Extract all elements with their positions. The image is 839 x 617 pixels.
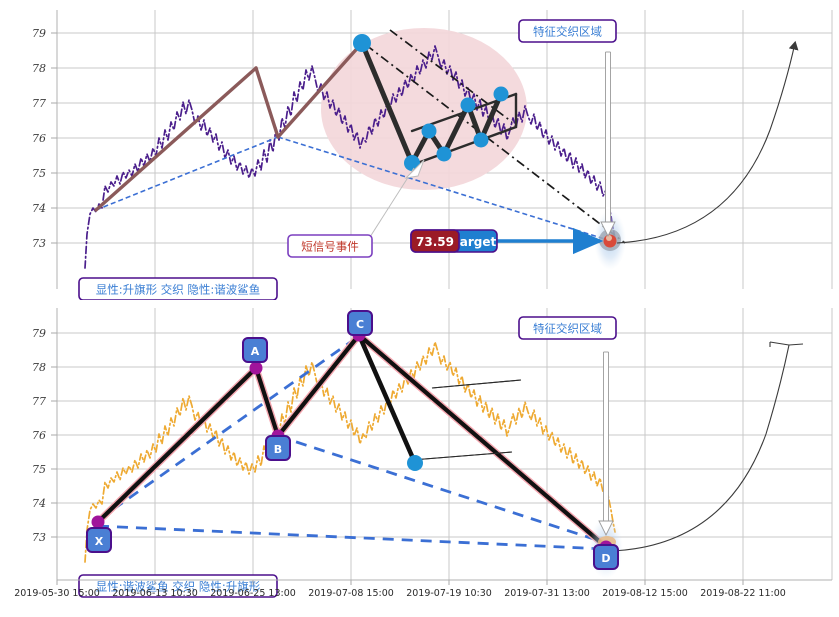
- top-region-label: 特征交织区域: [518, 19, 617, 43]
- top-event-leader: [369, 159, 425, 238]
- point-label-A-text: A: [251, 345, 260, 358]
- point-label-B: B: [265, 435, 291, 461]
- bottom-region-label-text: 特征交织区域: [533, 322, 602, 336]
- flag-node-2: [421, 123, 437, 139]
- bottom-ytick-78: 78: [32, 361, 46, 374]
- top-y-axis: 79 78 77 76 75 74 73: [32, 10, 58, 289]
- bottom-x-axis: 2019-05-30 15:00 2019-06-13 10:30 2019-0…: [14, 579, 832, 599]
- xtick-0: 2019-05-30 15:00: [14, 588, 100, 599]
- bottom-plot-area: [57, 308, 832, 580]
- flag-node-1: [404, 155, 420, 171]
- top-ytick-79: 79: [32, 27, 46, 40]
- bottom-region-label: 特征交织区域: [518, 316, 617, 340]
- flag-node-top: [353, 34, 371, 52]
- top-chart-panel: 79 78 77 76 75 74 73: [0, 0, 839, 300]
- flag-node-5: [473, 132, 489, 148]
- point-label-B-text: B: [274, 443, 282, 456]
- bottom-y-axis: 79 78 77 76 75 74 73: [32, 308, 58, 580]
- point-label-D: D: [593, 544, 619, 570]
- flag-node-3: [436, 146, 452, 162]
- target-value-text: 73.59: [416, 235, 454, 249]
- point-label-C: C: [347, 310, 373, 336]
- xtick-3: 2019-07-08 15:00: [308, 588, 394, 599]
- target-label-text: arget: [460, 235, 497, 249]
- top-ytick-73: 73: [32, 237, 46, 250]
- top-flag-pole: [94, 41, 364, 212]
- point-label-D-text: D: [601, 552, 610, 565]
- point-label-X-text: X: [95, 535, 104, 548]
- top-drop-arrow: [600, 51, 616, 238]
- bottom-gridlines-vertical: [56, 308, 833, 580]
- top-legend-label: 显性:升旗形 交织 隐性:谐波鲨鱼: [78, 277, 278, 300]
- top-event-label-text: 短信号事件: [301, 240, 359, 254]
- bottom-forecast-curve: [612, 341, 804, 552]
- top-target-badge: 73.59 arget: [410, 229, 498, 253]
- top-chart-svg: 79 78 77 76 75 74 73: [32, 10, 833, 300]
- bottom-ytick-73: 73: [32, 531, 46, 544]
- bottom-legend-label-text: 显性:谐波鲨鱼 交织 隐性:升旗形: [96, 580, 261, 594]
- top-region-label-text: 特征交织区域: [533, 25, 602, 39]
- bottom-dashed-trendlines: [97, 334, 607, 551]
- xtick-1: 2019-06-13 10:30: [112, 588, 198, 599]
- bottom-ytick-76: 76: [32, 429, 46, 442]
- bottom-harmonic-lines: [95, 332, 609, 550]
- point-label-A: A: [242, 337, 268, 363]
- bottom-ytick-74: 74: [32, 497, 46, 510]
- flag-node-4: [460, 97, 476, 113]
- xtick-6: 2019-08-12 15:00: [602, 588, 688, 599]
- xtick-2: 2019-06-25 13:00: [210, 588, 296, 599]
- flag-node-6: [493, 86, 509, 102]
- top-harmonic-dashed-lines: [95, 136, 609, 241]
- harmonic-node-A: [249, 361, 263, 375]
- top-ytick-76: 76: [32, 132, 46, 145]
- top-ytick-78: 78: [32, 62, 46, 75]
- top-price-series: [84, 45, 616, 269]
- bottom-drop-arrow: [598, 351, 614, 537]
- bottom-flag-leg: [356, 332, 418, 466]
- top-ytick-77: 77: [32, 97, 46, 110]
- bottom-chart-panel: 79 78 77 76 75 74 73: [0, 300, 839, 617]
- top-ytick-74: 74: [32, 202, 46, 215]
- bottom-flag-node: [407, 455, 423, 471]
- bottom-chart-svg: 79 78 77 76 75 74 73: [14, 308, 833, 599]
- top-flag-nodes: [353, 34, 509, 171]
- bottom-ytick-75: 75: [32, 463, 46, 476]
- top-channel-lines: [365, 29, 626, 244]
- top-event-label: 短信号事件: [287, 234, 373, 258]
- xtick-7: 2019-08-22 11:00: [700, 588, 786, 599]
- bottom-ytick-79: 79: [32, 327, 46, 340]
- xtick-4: 2019-07-19 10:30: [406, 588, 492, 599]
- bottom-channel-lines: [411, 379, 522, 461]
- top-legend-label-text: 显性:升旗形 交织 隐性:谐波鲨鱼: [96, 283, 261, 297]
- top-forecast-curve: [616, 40, 799, 244]
- xtick-5: 2019-07-31 13:00: [504, 588, 590, 599]
- harmonic-node-X: [91, 515, 105, 529]
- top-ytick-75: 75: [32, 167, 46, 180]
- bottom-ytick-77: 77: [32, 395, 46, 408]
- bottom-price-series: [84, 341, 616, 563]
- point-label-X: X: [86, 527, 112, 553]
- point-label-C-text: C: [356, 318, 364, 331]
